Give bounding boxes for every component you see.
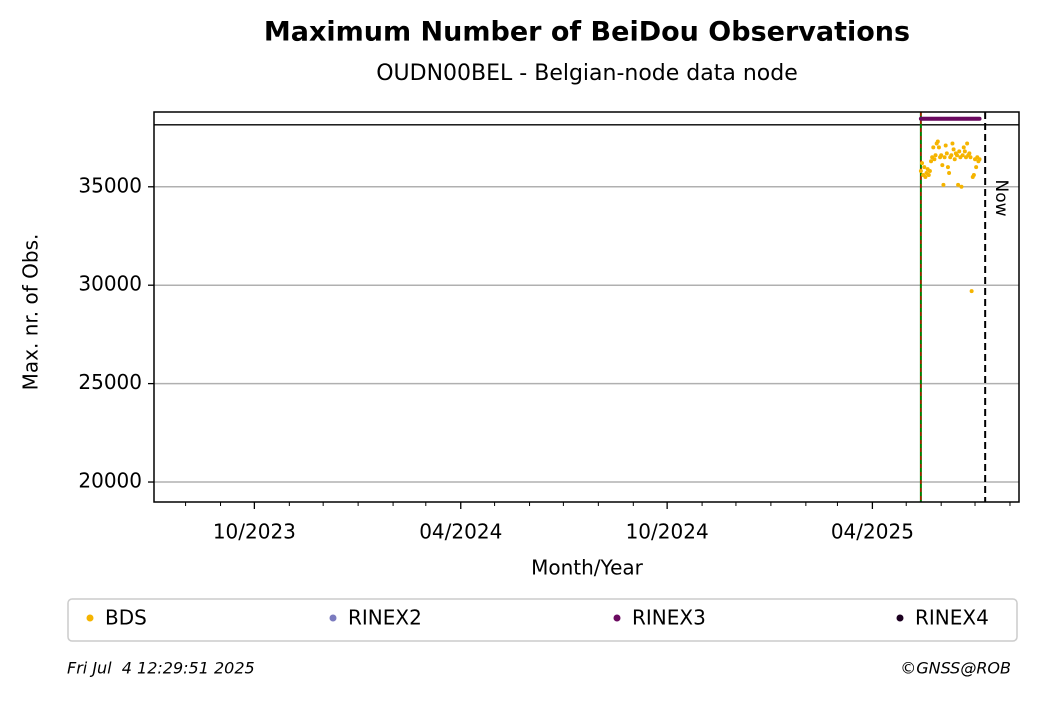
data-point	[932, 157, 937, 162]
data-point	[974, 165, 979, 170]
x-tick-label: 04/2025	[831, 520, 914, 544]
data-point	[969, 289, 974, 294]
legend-label: RINEX3	[632, 606, 706, 630]
data-point	[961, 145, 966, 150]
data-point	[926, 172, 931, 177]
data-point	[968, 155, 973, 160]
now-label: Now	[991, 179, 1011, 216]
legend-marker	[896, 614, 904, 622]
data-point	[943, 143, 948, 148]
legend-label: RINEX2	[348, 606, 422, 630]
data-point	[927, 169, 932, 174]
data-point	[935, 139, 940, 144]
y-tick-label: 25000	[78, 370, 142, 394]
legend-box	[67, 598, 1018, 642]
data-point	[922, 165, 927, 170]
legend-label: BDS	[105, 606, 147, 630]
data-point	[951, 147, 956, 152]
data-point	[959, 184, 964, 189]
data-point	[939, 153, 944, 158]
y-tick-label: 35000	[78, 173, 142, 197]
data-point	[956, 182, 961, 187]
y-tick-label: 20000	[78, 469, 142, 493]
x-tick-label: 04/2024	[419, 520, 502, 544]
data-point	[952, 157, 957, 162]
data-point	[918, 169, 923, 174]
plot-frame	[153, 111, 1020, 503]
data-point	[941, 182, 946, 187]
data-point	[965, 141, 970, 146]
data-point	[947, 171, 952, 176]
x-tick-label: 10/2023	[213, 520, 296, 544]
data-point	[942, 155, 947, 160]
data-point	[971, 172, 976, 177]
data-point	[931, 145, 936, 150]
data-point	[949, 153, 954, 158]
legend-label: RINEX4	[915, 606, 989, 630]
data-point	[957, 149, 962, 154]
data-point	[944, 151, 949, 156]
y-tick-label: 30000	[78, 272, 142, 296]
data-point	[936, 145, 941, 150]
data-point	[967, 151, 972, 156]
data-point	[929, 159, 934, 164]
credit: ©GNSS@ROB	[900, 659, 1011, 678]
data-point	[920, 161, 925, 166]
legend-marker	[329, 614, 337, 622]
data-point	[940, 163, 945, 168]
x-axis-label: Month/Year	[531, 556, 644, 580]
data-point	[933, 153, 938, 158]
data-point	[954, 153, 959, 158]
timestamp: Fri Jul 4 12:29:51 2025	[67, 659, 255, 678]
legend-marker	[613, 614, 621, 622]
chart-title: Maximum Number of BeiDou Observations	[264, 17, 910, 48]
x-tick-label: 10/2024	[626, 520, 709, 544]
data-point	[960, 153, 965, 158]
legend-marker	[86, 614, 94, 622]
data-point	[923, 174, 928, 179]
data-point	[977, 157, 982, 162]
y-axis-label: Max. nr. of Obs.	[19, 234, 43, 391]
data-point	[962, 149, 967, 154]
data-point	[950, 141, 955, 146]
data-point	[945, 165, 950, 170]
chart-subtitle: OUDN00BEL - Belgian-node data node	[376, 61, 798, 86]
data-point	[977, 116, 982, 121]
